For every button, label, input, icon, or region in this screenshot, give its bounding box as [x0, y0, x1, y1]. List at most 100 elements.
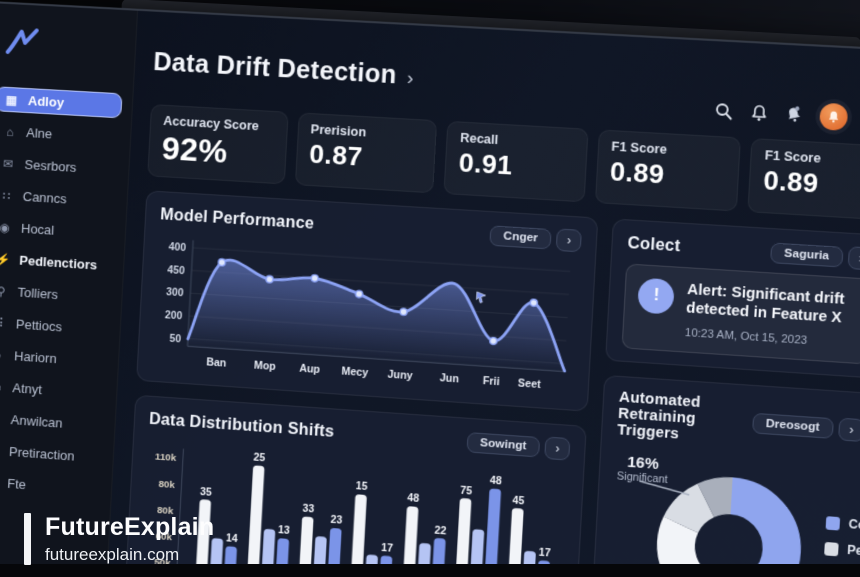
sidebar-item-hocal[interactable]: ◉ Hocal [0, 214, 116, 247]
data-distribution-button[interactable]: Sowingt › [466, 431, 571, 461]
svg-text:Juny: Juny [387, 370, 413, 383]
svg-text:300: 300 [166, 287, 184, 299]
sidebar-item-label: Pedlenctiors [18, 252, 98, 273]
svg-text:17: 17 [381, 542, 394, 554]
sidebar-item-label: Tolliers [17, 284, 59, 303]
chevron-right-icon[interactable]: › [838, 417, 860, 443]
model-performance-title: Model Performance [159, 206, 315, 233]
sidebar-item-atnyt[interactable]: ▭ Atnyt [0, 373, 107, 407]
chevron-right-icon[interactable]: › [556, 228, 583, 253]
page-title: Data Drift Detection › [153, 48, 415, 92]
watermark-url: futureexplain.com [45, 545, 180, 564]
bell-icon[interactable] [750, 103, 768, 121]
main-content: Data Drift Detection › [105, 11, 860, 577]
svg-text:Mecy: Mecy [341, 367, 368, 380]
svg-text:Seet: Seet [518, 379, 542, 392]
svg-text:15: 15 [355, 481, 368, 493]
svg-text:48: 48 [407, 493, 420, 505]
grid-dots-icon: ⠿ [0, 315, 5, 331]
sidebar-item-label: Alne [25, 125, 53, 142]
svg-text:200: 200 [165, 310, 183, 322]
chart-cursor-icon [476, 292, 485, 303]
sidebar-item-label: Hocal [20, 220, 55, 238]
donut-callout: 16% Significant [616, 453, 668, 487]
search-icon[interactable] [714, 101, 733, 119]
legend-label: Pepe [846, 542, 860, 560]
metric-value: 92% [160, 129, 229, 170]
button-label[interactable]: Sowingt [466, 431, 541, 458]
svg-text:33: 33 [302, 503, 315, 515]
button-label[interactable]: Cnger [489, 225, 552, 250]
svg-text:35: 35 [200, 486, 212, 498]
metric-card-prerision: Prerision 0.87 [294, 112, 438, 194]
alerts-panel-button[interactable]: Saguria › [769, 241, 860, 271]
sidebar-item-label: Adloy [27, 93, 65, 111]
notification-bell-icon[interactable] [784, 105, 803, 124]
retraining-button[interactable]: Dreosogt › [751, 412, 860, 443]
left-column: Model Performance Cnger › 400 450 300 200 50… [122, 190, 599, 577]
window-icon: ▭ [0, 379, 3, 394]
svg-text:400: 400 [168, 242, 186, 254]
chevron-right-icon[interactable]: › [544, 436, 571, 461]
svg-text:80k: 80k [158, 478, 176, 490]
drift-alert-card[interactable]: ! Alert: Significant drift detected in F… [621, 263, 860, 365]
donut-row: 16% Significant CoorPepePretnction [607, 445, 860, 577]
sidebar-item-hariorn[interactable]: ● Hariorn [0, 341, 109, 375]
svg-text:17: 17 [538, 547, 551, 559]
retraining-panel: Automated Retraining Triggers Dreosogt ›… [590, 375, 860, 577]
alerts-panel-title: Colect [627, 234, 681, 256]
metric-card-f1-score: F1 Score 0.89 [747, 138, 860, 221]
sidebar-item-label: Fte [6, 475, 27, 493]
desk-edge [0, 564, 860, 577]
title-chevron-icon[interactable]: › [406, 67, 415, 90]
sidebar-item-tolliers[interactable]: ⚲ Tolliers [0, 277, 112, 310]
sidebar-item-pettiocs[interactable]: ⠿ Pettiocs [0, 309, 110, 342]
watermark: FutureExplain futureexplain.com [24, 513, 214, 565]
button-label[interactable]: Saguria [769, 242, 844, 268]
topbar-icons [714, 97, 860, 134]
sidebar-item-alne[interactable]: ⌂ Alne [0, 118, 121, 150]
sidebar-nav: ▦ Adloy ⌂ Alne ✉ Sesrbors ∷ Canncs ◉ Hocal ⚡ Pedlen… [0, 86, 123, 502]
sidebar-item-label: Sesrbors [24, 156, 77, 175]
sidebar-item-adloy[interactable]: ▦ Adloy [0, 86, 123, 119]
dots-icon: ∷ [2, 188, 11, 203]
legend-swatch [825, 515, 841, 531]
data-distribution-bar-chart: 110k80k80k60k50k03514Man2513Mep3323Jun15… [154, 437, 551, 577]
svg-text:23: 23 [330, 515, 343, 527]
metric-value: 0.89 [609, 155, 666, 190]
sidebar-item-label: Canncs [22, 188, 68, 207]
metric-card-accuracy-score: Accuracy Score 92% [147, 104, 289, 185]
svg-text:13: 13 [278, 525, 291, 537]
svg-text:60k: 60k [155, 531, 173, 543]
grid-icon: ▦ [5, 92, 18, 107]
sidebar-item-pretiraction[interactable]: ▬Pretiraction [0, 437, 103, 471]
svg-text:Ban: Ban [206, 358, 226, 370]
globe-icon: ◉ [0, 219, 11, 235]
sidebar-item-anwilcan[interactable]: ✻ Anwilcan [0, 405, 105, 439]
metric-card-recall: Recall 0.91 [443, 120, 589, 203]
model-performance-line-chart: 400 450 300 200 50 Ban Mop Aup Mecy Juny Jun Frii Se… [165, 232, 581, 392]
home-icon: ⌂ [5, 124, 14, 139]
sidebar-item-sesrbors[interactable]: ✉ Sesrbors [0, 150, 119, 183]
legend-swatch [824, 541, 840, 557]
chevron-right-icon[interactable]: › [847, 246, 860, 271]
svg-text:45: 45 [512, 495, 525, 507]
data-distribution-title: Data Distribution Shifts [148, 410, 335, 441]
watermark-title: FutureExplain [45, 513, 215, 541]
right-column: Colect Saguria › ! Alert: Significant dr… [590, 218, 860, 577]
svg-text:110k: 110k [155, 452, 178, 465]
model-performance-button[interactable]: Cnger › [489, 224, 583, 253]
inbox-icon: ✉ [2, 156, 14, 171]
sidebar-item-pedlenctiors[interactable]: ⚡ Pedlenctiors [0, 246, 114, 279]
sidebar-item-label: Atnyt [12, 380, 43, 398]
button-label[interactable]: Dreosogt [751, 412, 834, 440]
metric-card-f1-score: F1 Score 0.89 [594, 129, 742, 212]
sidebar-item-fte[interactable]: ◔Fte [0, 468, 102, 502]
sidebar-item-canncs[interactable]: ∷ Canncs [0, 182, 117, 215]
alert-avatar[interactable] [819, 102, 849, 132]
svg-text:25: 25 [253, 452, 266, 464]
legend-item-pepe: Pepe [824, 541, 860, 562]
svg-text:Aup: Aup [299, 364, 320, 377]
